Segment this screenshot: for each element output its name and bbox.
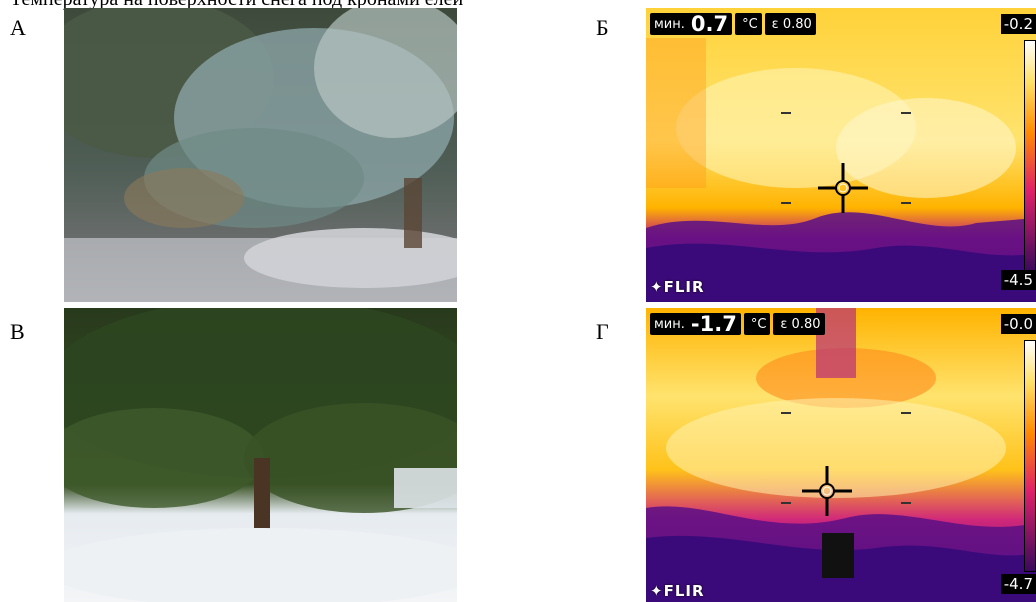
hud-min-temp: мин. 0.7 °C ε 0.80 (650, 12, 816, 36)
frame-mark (901, 412, 911, 414)
scale-max-value: -0.0 (1000, 314, 1036, 334)
frame-mark (901, 112, 911, 114)
flir-logo-icon: ✦FLIR (650, 278, 705, 296)
scale-min-value: -4.7 (1000, 574, 1036, 594)
crosshair-icon (818, 163, 868, 213)
min-label: мин. (654, 316, 685, 332)
flir-brand: FLIR (663, 278, 705, 296)
frame-mark (901, 202, 911, 204)
panel-letter-a: А (10, 15, 26, 40)
temp-unit: °C (742, 16, 758, 32)
crosshair-icon (802, 466, 852, 516)
min-temp-value: 0.7 (690, 12, 729, 36)
panel-letter-g: Г (596, 319, 609, 344)
thermal-image-blue-spruce: мин. 0.7 °C ε 0.80 -0.2 -4.5 ✦FLIR (646, 8, 1036, 302)
frame-mark (781, 502, 791, 504)
panel-letter-v: В (10, 319, 25, 344)
min-label: мин. (654, 16, 685, 32)
temp-unit: °C (750, 316, 767, 332)
emissivity: ε 0.80 (771, 16, 812, 32)
scale-min-value: -4.5 (1000, 270, 1036, 290)
frame-mark (901, 502, 911, 504)
panel-letter-b: Б (596, 15, 609, 40)
min-temp-value: -1.7 (690, 312, 737, 336)
temperature-scale-bar (1024, 40, 1036, 272)
frame-mark (781, 202, 791, 204)
temperature-scale-bar (1024, 340, 1036, 572)
flir-logo-icon: ✦FLIR (650, 582, 705, 600)
figure-caption: Температура на поверхности снега под кро… (10, 0, 1036, 10)
photo-blue-spruce (64, 8, 457, 302)
scale-max-value: -0.2 (1000, 14, 1036, 34)
photo-green-spruce (64, 308, 457, 602)
emissivity: ε 0.80 (780, 316, 821, 332)
thermal-image-green-spruce: мин. -1.7 °C ε 0.80 -0.0 -4.7 ✦FLIR (646, 308, 1036, 602)
flir-brand: FLIR (663, 582, 705, 600)
hud-min-temp: мин. -1.7 °C ε 0.80 (650, 312, 825, 336)
frame-mark (781, 412, 791, 414)
frame-mark (781, 112, 791, 114)
